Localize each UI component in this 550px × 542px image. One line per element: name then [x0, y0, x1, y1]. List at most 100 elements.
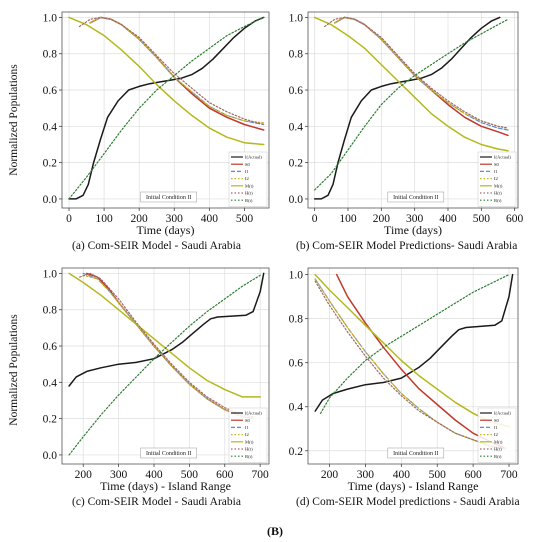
x-axis-label: Time (days) - Island Range	[100, 479, 231, 493]
series-line-ht	[324, 16, 509, 129]
y-tick-label: 0.6	[289, 85, 304, 97]
x-tick-label: 100	[95, 213, 113, 225]
legend-label: I(Actual)	[494, 411, 511, 416]
series-line-ht	[79, 272, 254, 418]
series-line-mt	[68, 16, 265, 146]
series-line-rt	[68, 16, 265, 200]
series-line-rt	[68, 274, 261, 456]
legend-label: I2	[245, 432, 250, 437]
y-tick-label: 0.2	[43, 158, 58, 170]
legend-label: M(t)	[245, 439, 254, 444]
figure-label: (B)	[267, 524, 283, 538]
annotation-box	[140, 447, 197, 459]
x-tick-label: 300	[110, 469, 128, 481]
y-tick-label: 0.0	[289, 194, 304, 206]
y-tick-label: 0.4	[289, 121, 304, 133]
annotation-box	[387, 447, 445, 459]
y-tick-label: 0.0	[43, 450, 58, 462]
y-tick-label: 0.2	[289, 158, 304, 170]
x-tick-label: 400	[145, 469, 163, 481]
chart-panel-3: 0.0 0.2 0.4 0.6 0.8 1.0 200 300 400 500 600 700 Time…	[43, 267, 270, 508]
x-tick-label: 600	[465, 469, 483, 481]
plot-frame	[61, 11, 270, 209]
legend-label: S0	[245, 418, 251, 423]
y-tick-label: 0.6	[43, 85, 58, 97]
panel-caption: (d) Com-SEIR Model predictions - Saudi A…	[296, 496, 520, 508]
x-tick-label: 400	[439, 213, 457, 225]
x-axis-label: Time (days)	[384, 223, 442, 237]
x-tick-label: 300	[406, 213, 424, 225]
x-tick-label: 700	[252, 469, 270, 481]
legend-label: I2	[245, 176, 250, 181]
legend-label: I1	[245, 425, 250, 430]
y-tick-label: 1.0	[43, 12, 58, 24]
series-line-iactual	[314, 273, 514, 412]
x-tick-label: 0	[312, 213, 318, 225]
legend-label: H(t)	[245, 447, 253, 452]
legend-label: I(Actual)	[494, 155, 511, 160]
x-tick-label: 300	[357, 469, 375, 481]
x-tick-label: 500	[473, 213, 491, 225]
x-tick-label: 0	[66, 213, 72, 225]
y-axis-label-bottom: Normalized Populations	[8, 314, 20, 426]
legend-label: H(t)	[245, 191, 253, 196]
annotation-text: Initial Condition II	[393, 195, 438, 201]
legend-label: R(t)	[494, 454, 502, 459]
annotation-text: Initial Condition II	[146, 195, 191, 201]
panel-caption: (b) Com-SEIR Model Predictions- Saudi Ar…	[296, 240, 517, 252]
annotation-box	[140, 191, 197, 203]
legend-label: M(t)	[494, 439, 503, 444]
x-tick-label: 500	[181, 469, 199, 481]
legend-label: I2	[494, 176, 499, 181]
legend-label: I(Actual)	[245, 155, 262, 160]
legend-label: I2	[494, 432, 499, 437]
x-tick-label: 400	[201, 213, 219, 225]
legend-label: I1	[494, 169, 499, 174]
series-line-ht	[314, 280, 506, 450]
legend-label: H(t)	[494, 447, 502, 452]
series-line-mt	[68, 272, 261, 398]
plot-frame	[307, 267, 519, 465]
y-tick-label: 0.8	[43, 305, 58, 317]
legend-label: I1	[245, 169, 250, 174]
x-tick-label: 100	[339, 213, 357, 225]
y-tick-label: 0.8	[289, 314, 304, 326]
x-tick-label: 600	[506, 213, 524, 225]
x-tick-label: 700	[500, 469, 518, 481]
legend-label: S0	[494, 162, 500, 167]
y-tick-label: 0.0	[43, 194, 58, 206]
legend-label: R(t)	[245, 198, 253, 203]
legend-label: S0	[245, 162, 251, 167]
y-tick-label: 0.6	[289, 358, 304, 370]
x-tick-label: 500	[429, 469, 447, 481]
y-tick-label: 0.2	[289, 446, 304, 458]
series-line-ht	[78, 16, 265, 126]
y-tick-label: 0.4	[43, 377, 58, 389]
y-tick-label: 1.0	[289, 12, 304, 24]
x-tick-label: 500	[236, 213, 254, 225]
legend-label: I(Actual)	[245, 411, 262, 416]
series-line-i2	[82, 274, 254, 420]
legend-label: R(t)	[494, 198, 502, 203]
annotation-box	[387, 191, 445, 203]
legend-label: S0	[494, 418, 500, 423]
y-tick-label: 0.8	[289, 49, 304, 61]
legend-label: M(t)	[494, 183, 503, 188]
chart-panel-1: 0.0 0.2 0.4 0.6 0.8 1.0 0 100 200 300 400 500 Time (…	[43, 11, 270, 252]
x-axis-label: Time (days)	[137, 223, 195, 237]
series-line-rt	[314, 18, 509, 191]
legend-label: I1	[494, 425, 499, 430]
y-tick-label: 0.8	[43, 49, 58, 61]
x-tick-label: 200	[75, 469, 93, 481]
plot-frame	[307, 11, 519, 209]
y-tick-label: 1.0	[43, 268, 58, 280]
series-line-iactual	[313, 16, 501, 200]
x-axis-label: Time (days) - Island Range	[348, 479, 479, 493]
panel-caption: (c) Com-SEIR Model - Saudi Arabia	[72, 496, 241, 508]
y-tick-label: 0.4	[43, 121, 58, 133]
chart-panel-4: 0.2 0.4 0.6 0.8 1.0 200 300 400 500 600 700 Time (d…	[289, 267, 520, 508]
y-tick-label: 0.6	[43, 341, 58, 353]
plot-frame	[61, 267, 270, 465]
